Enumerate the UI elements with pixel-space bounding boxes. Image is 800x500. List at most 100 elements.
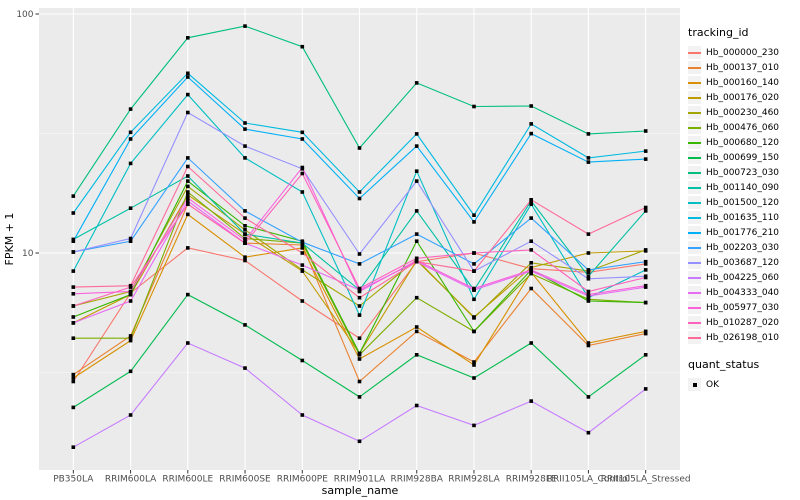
- legend-item-Hb_001140_090: Hb_001140_090: [688, 180, 800, 195]
- legend-key-icon: [688, 331, 701, 344]
- data-point: [186, 156, 190, 160]
- legend-color-line: [688, 97, 701, 99]
- data-point: [414, 256, 419, 261]
- x-tick-label: RRIM600LA: [105, 475, 157, 485]
- x-tick-label: RRII105LA_Control: [547, 475, 630, 485]
- y-tick-label: 100: [16, 10, 33, 20]
- legend-item-Hb_000723_030: Hb_000723_030: [688, 165, 800, 180]
- legend-title-quant-status: quant_status: [688, 358, 760, 371]
- data-point: [643, 387, 648, 391]
- data-point: [586, 156, 591, 160]
- legend-item-Hb_002203_030: Hb_002203_030: [688, 240, 800, 255]
- data-point: [529, 286, 533, 291]
- data-point: [586, 343, 591, 348]
- data-point: [128, 130, 133, 135]
- data-point: [414, 403, 419, 408]
- data-point: [128, 334, 133, 338]
- data-point: [243, 121, 247, 125]
- data-point: [300, 243, 305, 247]
- legend-entries: Hb_000000_230 Hb_000137_010 Hb_000160_140 H…: [688, 45, 800, 345]
- legend-item-label: Hb_001140_090: [706, 182, 780, 193]
- legend-item-label: Hb_000176_020: [706, 92, 780, 103]
- x-tick-label: RRIM928LE: [506, 475, 557, 485]
- data-point: [71, 405, 76, 410]
- data-point: [300, 240, 305, 244]
- legend-item-label: Hb_002203_030: [706, 242, 780, 253]
- data-point: [243, 156, 247, 160]
- legend-color-line: [688, 127, 701, 129]
- legend-item-label: Hb_001776_210: [706, 227, 780, 238]
- data-point: [529, 216, 533, 220]
- legend-key-icon: [688, 91, 701, 104]
- legend-item-label: Hb_001635_110: [706, 212, 780, 223]
- legend-color-line: [688, 157, 701, 159]
- data-point: [357, 439, 362, 444]
- data-point: [472, 316, 476, 320]
- legend-color-line: [688, 82, 701, 84]
- x-tick-label: PB350LA: [53, 475, 94, 485]
- data-point: [300, 171, 305, 176]
- data-point: [300, 246, 305, 250]
- data-point: [71, 285, 76, 289]
- data-point: [128, 283, 133, 288]
- data-point: [71, 336, 76, 340]
- data-point: [414, 239, 419, 243]
- x-tick-label: RRII105LA_Stressed: [601, 475, 691, 485]
- data-point: [357, 313, 362, 317]
- legend-item-Hb_000699_150: Hb_000699_150: [688, 150, 800, 165]
- data-point: [300, 413, 305, 417]
- data-point: [357, 252, 362, 256]
- data-point: [128, 299, 133, 303]
- y-tick-label: 10: [22, 249, 34, 259]
- legend-item-label: Hb_000476_060: [706, 122, 780, 133]
- legend-key-icon: [688, 226, 701, 239]
- data-point: [186, 110, 190, 115]
- data-point: [128, 161, 133, 166]
- data-point: [529, 248, 533, 252]
- legend-key-icon: [688, 166, 701, 179]
- legend-item-Hb_004225_060: Hb_004225_060: [688, 270, 800, 285]
- data-point: [472, 423, 476, 428]
- data-point: [71, 239, 76, 243]
- legend-item-label: Hb_000137_010: [706, 62, 780, 73]
- data-point: [643, 300, 648, 305]
- data-point: [128, 292, 133, 297]
- legend-key-icon: [688, 286, 701, 299]
- legend-color-line: [688, 187, 701, 189]
- data-point: [243, 127, 247, 131]
- data-point: [300, 44, 305, 49]
- legend-color-line: [688, 232, 701, 234]
- data-point: [128, 289, 133, 294]
- legend-color-line: [688, 202, 701, 204]
- data-point: [243, 232, 247, 236]
- data-point: [243, 366, 247, 370]
- data-point: [472, 269, 476, 273]
- data-point: [71, 194, 76, 198]
- legend-item-Hb_000160_140: Hb_000160_140: [688, 75, 800, 90]
- data-point: [586, 274, 591, 278]
- legend-item-Hb_003687_120: Hb_003687_120: [688, 255, 800, 270]
- data-point: [586, 292, 591, 297]
- data-point: [243, 238, 247, 243]
- data-point: [128, 206, 133, 210]
- data-point: [414, 81, 419, 85]
- data-point: [529, 202, 533, 206]
- data-point: [128, 413, 133, 417]
- legend-item-Hb_000230_460: Hb_000230_460: [688, 105, 800, 120]
- legend-item-label: Hb_000680_120: [706, 137, 780, 148]
- legend-item-Hb_001500_120: Hb_001500_120: [688, 195, 800, 210]
- legend-color-line: [688, 172, 701, 174]
- data-point: [643, 283, 648, 288]
- data-point: [472, 251, 476, 255]
- legend-item-label: Hb_000723_030: [706, 167, 780, 178]
- data-point: [643, 248, 648, 252]
- data-point: [529, 122, 533, 126]
- legend-title-tracking-id: tracking_id: [688, 26, 749, 39]
- data-point: [186, 184, 190, 189]
- data-point: [414, 179, 419, 183]
- legend-item-Hb_000476_060: Hb_000476_060: [688, 120, 800, 135]
- data-point: [357, 395, 362, 399]
- legend-color-line: [688, 307, 701, 309]
- data-point: [186, 71, 190, 76]
- data-point: [128, 338, 133, 343]
